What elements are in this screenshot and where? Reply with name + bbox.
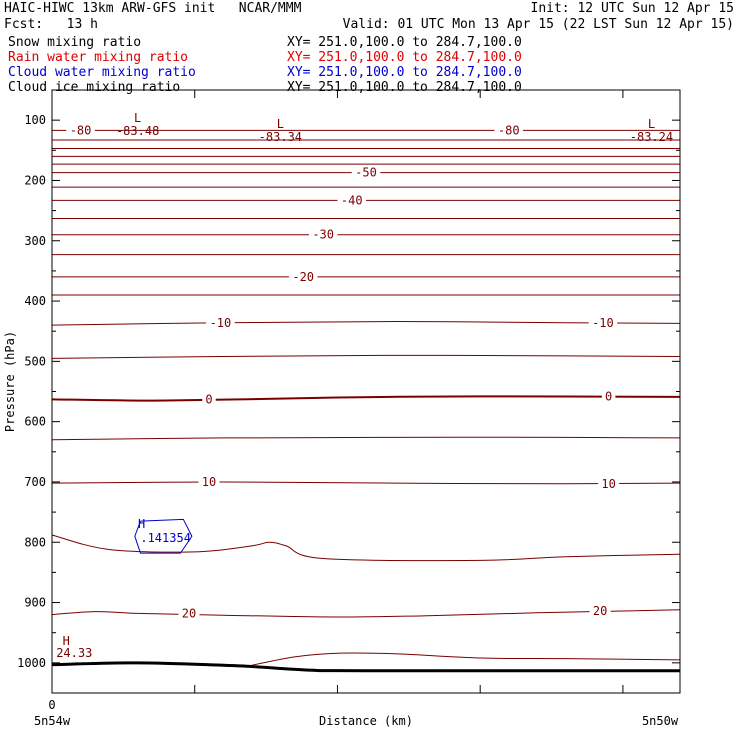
contour-line (52, 481, 680, 485)
contour-label: 20 (182, 606, 196, 620)
cloud-water-contour (134, 518, 193, 554)
low-value: -83.24 (630, 130, 673, 144)
contour-line (52, 321, 680, 326)
header-line1-right: Init: 12 UTC Sun 12 Apr 15 (530, 1, 735, 16)
cloud-water-high-marker: H (138, 517, 145, 531)
contour-line (52, 436, 680, 441)
low-value: -83.48 (116, 124, 159, 138)
y-axis-title: Pressure (hPa) (3, 331, 17, 432)
contour-line (52, 395, 680, 402)
contour-label: 20 (593, 604, 607, 618)
header-line1-left: HAIC-HIWC 13km ARW-GFS init NCAR/MMM (4, 1, 302, 16)
y-tick-label: 500 (24, 354, 46, 368)
y-tick-label: 1000 (17, 656, 46, 670)
x-tick-label: 0 (48, 698, 55, 712)
contour-line (251, 652, 680, 666)
contour-label: -50 (355, 166, 377, 180)
low-value: -83.34 (259, 130, 302, 144)
contour-label: 0 (605, 389, 612, 403)
contour-label-bg (198, 474, 220, 489)
y-tick-label: 400 (24, 294, 46, 308)
low-marker: L (648, 117, 655, 131)
contour-label: -10 (210, 316, 232, 330)
contour-label-bg (588, 315, 618, 330)
contour-label: 0 (205, 392, 212, 406)
contour-label-bg (206, 315, 235, 330)
contour-line (52, 354, 680, 359)
field-cloudwater-name: Cloud water mixing ratio (8, 65, 196, 80)
high-value: 24.33 (56, 646, 92, 660)
contour-label: -80 (498, 123, 520, 137)
contour-label-bg (308, 227, 338, 242)
contour-label: -20 (292, 270, 314, 284)
contour-label-bg (66, 123, 95, 138)
y-tick-label: 800 (24, 535, 46, 549)
contour-label-bg (351, 165, 381, 180)
contour-label: -80 (70, 123, 92, 137)
field-snow-xy: XY= 251.0,100.0 to 284.7,100.0 (287, 35, 522, 50)
y-tick-label: 200 (24, 173, 46, 187)
low-marker: L (277, 117, 284, 131)
contour-label: -30 (312, 228, 334, 242)
low-marker: L (134, 111, 141, 125)
contour-label: -10 (592, 316, 614, 330)
terrain-line (52, 661, 680, 673)
contour-label-bg (589, 603, 611, 618)
header-line2-right: Valid: 01 UTC Mon 13 Apr 15 (22 LST Sun … (342, 17, 734, 32)
y-tick-label: 100 (24, 113, 46, 127)
contour-label-bg (202, 392, 216, 407)
contour-label-bg (337, 193, 366, 208)
field-snow-name: Snow mixing ratio (8, 35, 142, 50)
x-end-label-left: 5n54w (34, 714, 71, 728)
plot-border (51, 89, 681, 694)
contour-label-bg (601, 389, 616, 404)
contour-label-bg (178, 606, 200, 621)
contour-label: -40 (341, 193, 363, 207)
cloud-water-value: .141354 (140, 531, 191, 545)
contour-label: 10 (601, 477, 615, 491)
x-end-label-right: 5n50w (642, 714, 679, 728)
contour-label-bg (288, 269, 318, 284)
header-line2-left: Fcst: 13 h (4, 17, 98, 32)
contour-label-bg (598, 476, 620, 491)
field-cloudice-xy: XY= 251.0,100.0 to 284.7,100.0 (287, 80, 522, 95)
contour-line (52, 534, 680, 562)
field-cloudwater-xy: XY= 251.0,100.0 to 284.7,100.0 (287, 65, 522, 80)
high-marker: H (63, 634, 70, 648)
contour-label: 10 (202, 475, 216, 489)
field-cloudice-name: Cloud ice mixing ratio (8, 80, 181, 95)
contour-line (52, 609, 680, 618)
y-tick-label: 600 (24, 415, 46, 429)
y-tick-label: 300 (24, 234, 46, 248)
y-tick-label: 900 (24, 596, 46, 610)
field-rain-xy: XY= 251.0,100.0 to 284.7,100.0 (287, 50, 522, 65)
x-axis-title: Distance (km) (319, 714, 413, 728)
y-tick-label: 700 (24, 475, 46, 489)
contour-label-bg (494, 123, 523, 138)
field-rain-name: Rain water mixing ratio (8, 50, 189, 65)
